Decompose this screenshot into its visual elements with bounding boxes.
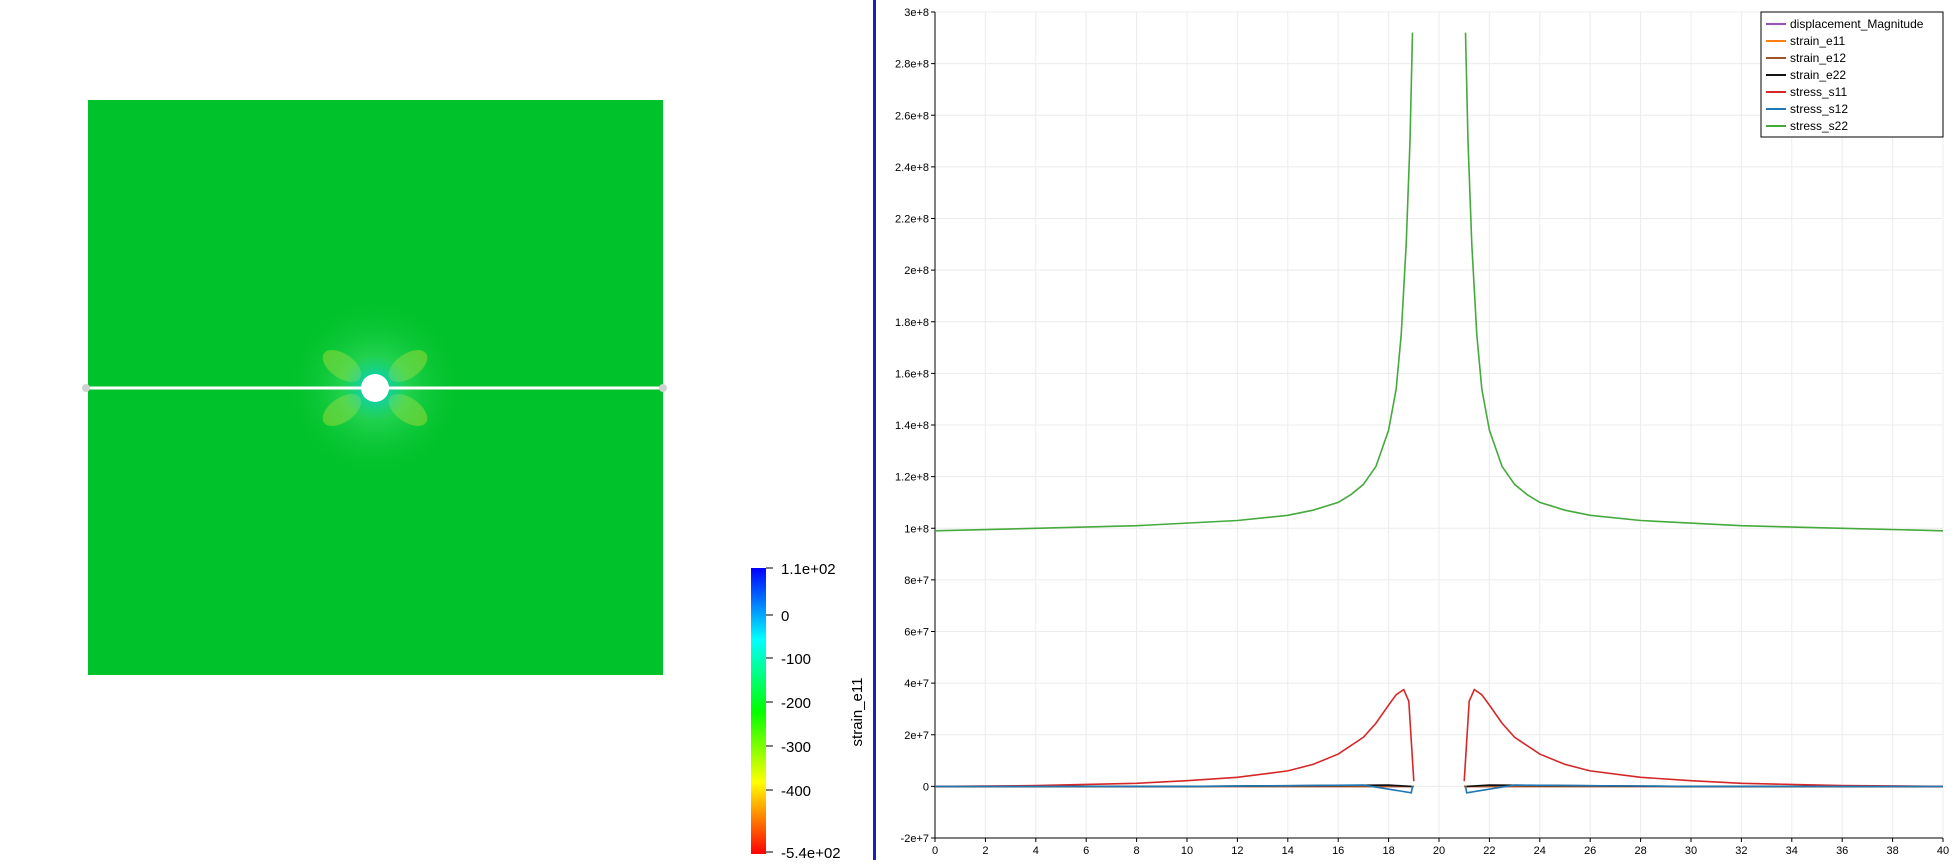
x-tick-label: 40	[1937, 845, 1949, 857]
y-tick-label: 4e+7	[904, 678, 929, 690]
legend-item[interactable]: stress_s22	[1766, 119, 1848, 133]
x-tick-label: 12	[1231, 845, 1243, 857]
y-tick-label: 6e+7	[904, 627, 929, 639]
series-line	[1463, 688, 1944, 788]
x-tick-label: 28	[1634, 845, 1646, 857]
y-tick-label: 2e+7	[904, 730, 929, 742]
series-line	[934, 688, 1415, 788]
legend-label: stress_s22	[1790, 119, 1848, 133]
x-tick-label: 34	[1786, 845, 1798, 857]
legend-label: strain_e12	[1790, 51, 1846, 65]
x-tick-label: 32	[1735, 845, 1747, 857]
x-tick-label: 38	[1886, 845, 1898, 857]
colorbar-label: -200	[781, 695, 811, 712]
x-tick-label: 4	[1033, 845, 1039, 857]
render-canvas[interactable]: 1.1e+02 0 -100 -200 -300 -400 -5.4e+02 strain_…	[0, 0, 873, 862]
x-tick-label: 6	[1083, 845, 1089, 857]
x-tick-label: 36	[1836, 845, 1848, 857]
y-tick-label: 1.4e+8	[895, 420, 929, 432]
colorbar-label: 0	[781, 608, 789, 625]
x-tick-label: 24	[1534, 845, 1546, 857]
y-tick-label: 0	[923, 781, 929, 793]
y-tick-label: 2.4e+8	[895, 162, 929, 174]
view-divider[interactable]	[873, 0, 876, 860]
chart-grid	[934, 11, 1944, 839]
y-tick-label: 1.2e+8	[895, 472, 929, 484]
y-tick-label: -2e+7	[901, 833, 929, 845]
series-stress-s22[interactable]	[934, 32, 1944, 532]
legend-item[interactable]: strain_e11	[1766, 34, 1845, 48]
y-tick-label: 1e+8	[904, 523, 929, 535]
legend-label: strain_e22	[1790, 68, 1846, 82]
legend-item[interactable]: stress_s12	[1766, 102, 1848, 116]
probe-line-handle-left[interactable]	[82, 384, 90, 392]
colorbar-label: -300	[781, 739, 811, 756]
x-tick-label: 10	[1181, 845, 1193, 857]
legend-label: stress_s11	[1790, 85, 1847, 99]
series-stress-s12[interactable]	[935, 784, 1943, 794]
x-tick-label: 30	[1685, 845, 1697, 857]
y-tick-label: 2.6e+8	[895, 110, 929, 122]
x-tick-label: 20	[1433, 845, 1445, 857]
y-tick-label: 1.8e+8	[895, 317, 929, 329]
legend-item[interactable]: stress_s11	[1766, 85, 1847, 99]
series-line	[934, 32, 1414, 532]
y-tick-label: 2.2e+8	[895, 214, 929, 226]
legend-label: strain_e11	[1790, 34, 1845, 48]
line-chart-view[interactable]: 0 2 4 6 8 10 12 14 16 18 20 22 24 26 28 30 32 34 36 38 40 -2e…	[876, 0, 1952, 860]
x-tick-label: 8	[1134, 845, 1140, 857]
colorbar-label: -400	[781, 783, 811, 800]
probe-line-handle-right[interactable]	[659, 384, 667, 392]
series-stress-s11[interactable]	[934, 688, 1944, 788]
legend-item[interactable]: strain_e22	[1766, 68, 1846, 82]
line-chart[interactable]: 0 2 4 6 8 10 12 14 16 18 20 22 24 26 28 30 32 34 36 38 40-2e…	[876, 0, 1952, 860]
x-tick-label: 0	[932, 845, 938, 857]
legend-box	[1760, 11, 1944, 138]
color-legend[interactable]: 1.1e+02 0 -100 -200 -300 -400 -5.4e+02 strain_…	[751, 561, 866, 862]
y-tick-label: 2e+8	[904, 265, 929, 277]
chart-legend[interactable]: displacement_Magnitude strain_e11 strain_e…	[1760, 11, 1944, 138]
colorbar-label: 1.1e+02	[781, 561, 836, 578]
y-tick-label: 3e+8	[904, 7, 929, 19]
legend-label: displacement_Magnitude	[1790, 17, 1924, 31]
x-tick-label: 26	[1584, 845, 1596, 857]
render-view[interactable]: 1.1e+02 0 -100 -200 -300 -400 -5.4e+02 strain_…	[0, 0, 873, 862]
x-tick-label: 22	[1483, 845, 1495, 857]
center-hole	[361, 374, 389, 402]
chart-series[interactable]	[934, 32, 1944, 794]
x-tick-label: 18	[1382, 845, 1394, 857]
x-tick-label: 2	[982, 845, 988, 857]
y-tick-label: 8e+7	[904, 575, 929, 587]
y-tick-label: 2.8e+8	[895, 59, 929, 71]
chart-axes: 0 2 4 6 8 10 12 14 16 18 20 22 24 26 28 30 32 34 36 38 40-2e…	[895, 7, 1949, 857]
legend-label: stress_s12	[1790, 102, 1848, 116]
x-tick-label: 14	[1282, 845, 1294, 857]
x-tick-label: 16	[1332, 845, 1344, 857]
y-tick-label: 1.6e+8	[895, 368, 929, 380]
colorbar-label: -100	[781, 651, 811, 668]
colorbar-title: strain_e11	[849, 678, 866, 747]
series-line	[935, 784, 1414, 794]
legend-item[interactable]: displacement_Magnitude	[1766, 17, 1924, 31]
series-line	[1464, 32, 1944, 532]
colorbar-label: -5.4e+02	[781, 845, 841, 860]
legend-item[interactable]: strain_e12	[1766, 51, 1846, 65]
colorbar-gradient	[751, 568, 766, 854]
series-line	[1464, 784, 1943, 794]
